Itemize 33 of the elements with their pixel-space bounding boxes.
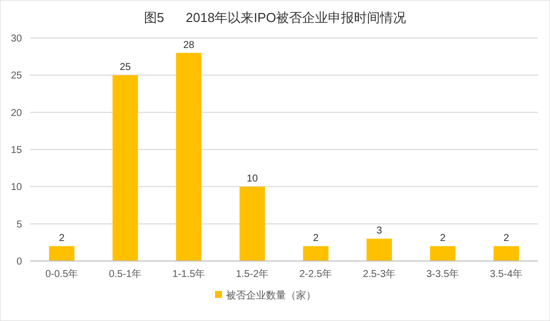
bar: [176, 52, 202, 261]
y-tick-label: 20: [10, 108, 22, 119]
data-label: 2: [440, 233, 446, 244]
data-label: 3: [376, 226, 382, 237]
x-tick-label: 3-3.5年: [426, 268, 460, 280]
bar: [49, 246, 74, 261]
y-tick-label: 15: [10, 145, 22, 156]
data-label: 28: [183, 40, 195, 51]
bar: [430, 246, 456, 261]
x-tick-label: 0-0.5年: [45, 268, 78, 280]
x-tick-label: 1.5-2年: [236, 268, 269, 280]
bar: [366, 238, 392, 261]
data-label: 2: [503, 233, 510, 244]
y-tick-label: 0: [16, 256, 22, 268]
x-tick-label: 0.5-1年: [108, 268, 142, 280]
legend-label: 被否企业数量（家）: [226, 290, 316, 302]
data-label: 10: [246, 174, 258, 185]
x-tick-label: 1-1.5年: [172, 268, 206, 280]
y-tick-label: 5: [16, 219, 22, 230]
data-label: 25: [120, 62, 132, 74]
y-tick-label: 10: [10, 182, 22, 194]
bar: [303, 246, 328, 261]
bar: [494, 246, 519, 261]
x-tick-label: 2-2.5年: [299, 268, 332, 280]
x-tick-label: 3.5-4年: [490, 268, 523, 280]
bar: [112, 75, 138, 261]
chart-title: 图5 2018年以来IPO被否企业申报时间情况: [144, 10, 406, 25]
data-label: 2: [58, 233, 65, 244]
bar: [240, 186, 265, 261]
data-label: 2: [312, 233, 319, 244]
y-tick-label: 25: [10, 70, 22, 82]
y-tick-label: 30: [10, 34, 22, 44]
x-tick-label: 2.5-3年: [362, 268, 396, 280]
